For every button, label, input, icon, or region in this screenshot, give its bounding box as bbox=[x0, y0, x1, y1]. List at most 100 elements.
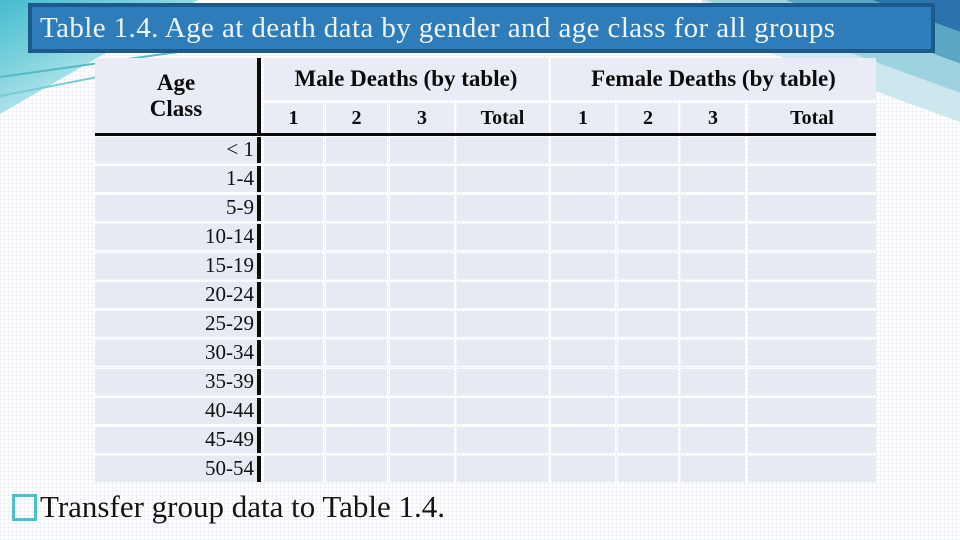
empty-data-cell bbox=[618, 282, 678, 308]
empty-data-cell bbox=[390, 195, 454, 221]
empty-data-cell bbox=[264, 456, 323, 482]
empty-data-cell bbox=[457, 311, 548, 337]
empty-data-cell bbox=[326, 224, 387, 250]
table-row: < 1 bbox=[95, 137, 876, 163]
age-class-label: 5-9 bbox=[95, 195, 261, 221]
empty-data-cell bbox=[390, 253, 454, 279]
age-class-label: 50-54 bbox=[95, 456, 261, 482]
sub-header-cell: 2 bbox=[618, 103, 678, 133]
table-row: 1-4 bbox=[95, 166, 876, 192]
empty-data-cell bbox=[618, 456, 678, 482]
empty-data-cell bbox=[264, 224, 323, 250]
empty-data-cell bbox=[748, 224, 876, 250]
empty-data-cell bbox=[681, 137, 745, 163]
age-class-label: 25-29 bbox=[95, 311, 261, 337]
empty-data-cell bbox=[748, 137, 876, 163]
empty-data-cell bbox=[390, 369, 454, 395]
empty-data-cell bbox=[748, 340, 876, 366]
table-row: 5-9 bbox=[95, 195, 876, 221]
empty-data-cell bbox=[457, 195, 548, 221]
empty-data-cell bbox=[748, 166, 876, 192]
empty-data-cell bbox=[551, 166, 615, 192]
empty-data-cell bbox=[681, 253, 745, 279]
empty-data-cell bbox=[748, 456, 876, 482]
empty-data-cell bbox=[326, 340, 387, 366]
table-row: 10-14 bbox=[95, 224, 876, 250]
empty-data-cell bbox=[264, 398, 323, 424]
table-row: 20-24 bbox=[95, 282, 876, 308]
empty-data-cell bbox=[457, 340, 548, 366]
table-row: 45-49 bbox=[95, 427, 876, 453]
empty-data-cell bbox=[618, 369, 678, 395]
empty-data-cell bbox=[390, 427, 454, 453]
table-header-right: Male Deaths (by table) Female Deaths (by… bbox=[261, 58, 876, 133]
sub-header-cell: 1 bbox=[551, 103, 615, 133]
age-class-header-line2: Class bbox=[149, 95, 203, 121]
empty-data-cell bbox=[618, 224, 678, 250]
table-row: 15-19 bbox=[95, 253, 876, 279]
slide-title: Table 1.4. Age at death data by gender a… bbox=[40, 11, 836, 44]
empty-data-cell bbox=[681, 340, 745, 366]
empty-data-cell bbox=[457, 427, 548, 453]
empty-data-cell bbox=[390, 282, 454, 308]
empty-data-cell bbox=[326, 456, 387, 482]
empty-data-cell bbox=[681, 369, 745, 395]
empty-data-cell bbox=[457, 224, 548, 250]
age-class-label: 10-14 bbox=[95, 224, 261, 250]
empty-data-cell bbox=[748, 398, 876, 424]
empty-data-cell bbox=[390, 456, 454, 482]
age-class-label: 20-24 bbox=[95, 282, 261, 308]
footer-bullet-line: Transfer group data to Table 1.4. bbox=[12, 489, 445, 525]
empty-data-cell bbox=[551, 456, 615, 482]
empty-data-cell bbox=[326, 427, 387, 453]
age-class-label: 35-39 bbox=[95, 369, 261, 395]
empty-data-cell bbox=[326, 253, 387, 279]
empty-data-cell bbox=[326, 311, 387, 337]
empty-data-cell bbox=[618, 195, 678, 221]
empty-data-cell bbox=[326, 195, 387, 221]
empty-data-cell bbox=[748, 195, 876, 221]
empty-data-cell bbox=[748, 253, 876, 279]
age-class-label: 40-44 bbox=[95, 398, 261, 424]
empty-data-cell bbox=[748, 311, 876, 337]
empty-data-cell bbox=[748, 427, 876, 453]
table-header-rule bbox=[95, 133, 876, 136]
sub-header-cell: Total bbox=[457, 103, 548, 133]
age-class-label: < 1 bbox=[95, 137, 261, 163]
empty-data-cell bbox=[618, 253, 678, 279]
empty-data-cell bbox=[618, 137, 678, 163]
empty-data-cell bbox=[551, 427, 615, 453]
empty-data-cell bbox=[551, 311, 615, 337]
empty-data-cell bbox=[457, 398, 548, 424]
empty-data-cell bbox=[681, 398, 745, 424]
empty-data-cell bbox=[457, 369, 548, 395]
age-class-corner-header: Age Class bbox=[95, 58, 261, 133]
empty-data-cell bbox=[551, 398, 615, 424]
empty-data-cell bbox=[326, 282, 387, 308]
empty-data-cell bbox=[264, 137, 323, 163]
empty-data-cell bbox=[551, 195, 615, 221]
empty-data-cell bbox=[390, 340, 454, 366]
empty-data-cell bbox=[551, 253, 615, 279]
age-class-label: 1-4 bbox=[95, 166, 261, 192]
empty-data-cell bbox=[390, 224, 454, 250]
empty-data-cell bbox=[681, 311, 745, 337]
group-header-male-deaths: Male Deaths (by table) bbox=[264, 58, 548, 100]
age-class-label: 45-49 bbox=[95, 427, 261, 453]
empty-data-cell bbox=[264, 195, 323, 221]
square-bullet-icon bbox=[12, 493, 37, 521]
empty-data-cell bbox=[551, 340, 615, 366]
table-row: 40-44 bbox=[95, 398, 876, 424]
age-class-header-line1: Age bbox=[156, 69, 196, 95]
age-class-label: 30-34 bbox=[95, 340, 261, 366]
table-row: 30-34 bbox=[95, 340, 876, 366]
empty-data-cell bbox=[264, 166, 323, 192]
empty-data-cell bbox=[681, 224, 745, 250]
group-header-female-deaths: Female Deaths (by table) bbox=[551, 58, 876, 100]
empty-data-cell bbox=[457, 166, 548, 192]
empty-data-cell bbox=[264, 369, 323, 395]
sub-header-row: 1 2 3 Total 1 2 3 Total bbox=[261, 103, 876, 133]
empty-data-cell bbox=[618, 340, 678, 366]
sub-header-cell: 3 bbox=[681, 103, 745, 133]
